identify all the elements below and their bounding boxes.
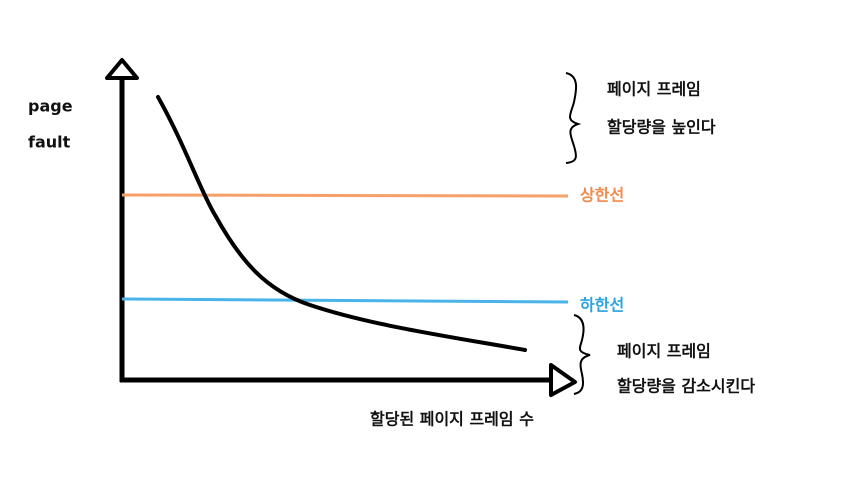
x-axis-arrow: [549, 363, 577, 397]
x-axis-label: 할당된 페이지 프레임 수: [370, 410, 534, 429]
lower-threshold-line: [121, 297, 569, 304]
y-axis-arrow: [105, 58, 139, 80]
upper-note: 페이지 프레임: [607, 80, 701, 99]
upper-brace: [565, 72, 582, 164]
upper-note: 할당량을 높인다: [607, 118, 716, 137]
lower-threshold-label: 하한선: [580, 296, 624, 315]
y-axis-label: fault: [28, 133, 71, 152]
upper-threshold-line: [121, 193, 569, 198]
page-fault-curve: [156, 95, 527, 352]
y-axis-label: page: [28, 97, 73, 116]
lower-brace: [573, 314, 591, 395]
upper-threshold-label: 상한선: [580, 186, 624, 205]
lower-note: 할당량을 감소시킨다: [617, 377, 755, 396]
lower-note: 페이지 프레임: [617, 342, 711, 361]
